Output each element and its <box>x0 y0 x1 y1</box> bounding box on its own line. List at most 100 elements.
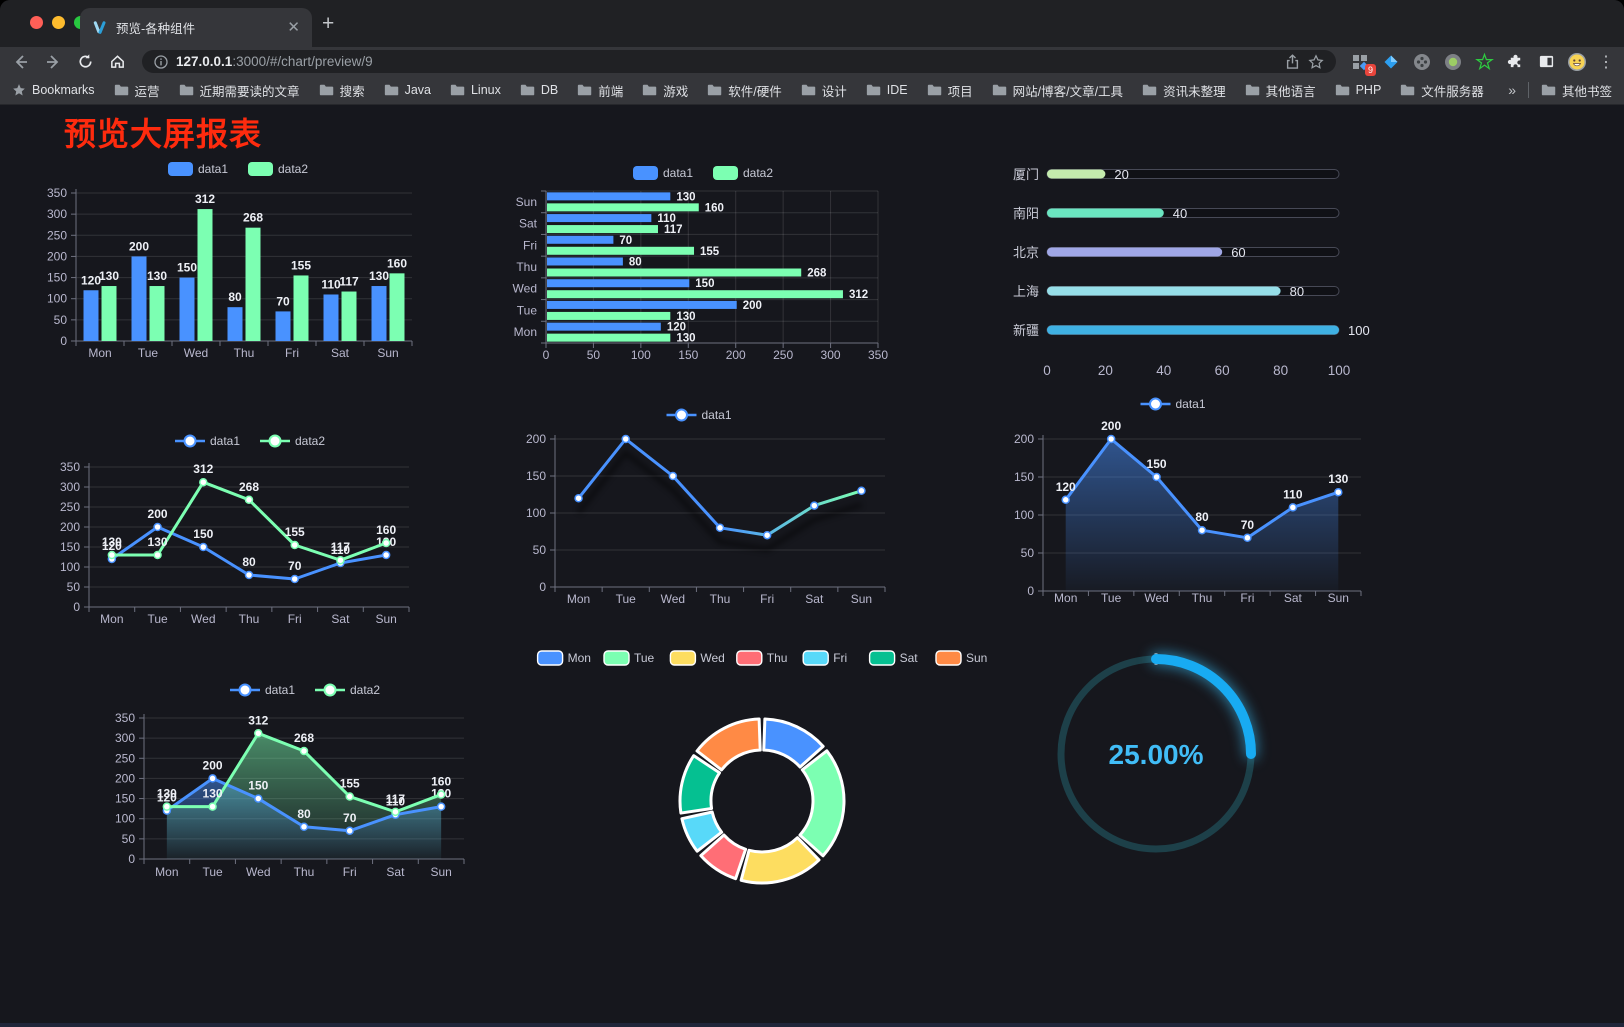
bookmark-folder[interactable]: IDE <box>866 83 908 97</box>
tab-close-button[interactable]: ✕ <box>287 19 300 36</box>
svg-text:Sat: Sat <box>331 612 350 626</box>
extension-green-star-icon[interactable] <box>1474 52 1494 72</box>
svg-text:40: 40 <box>1173 206 1187 221</box>
svg-text:Wed: Wed <box>1144 591 1168 605</box>
svg-text:80: 80 <box>228 290 242 304</box>
bookmark-folder[interactable]: 资讯未整理 <box>1142 81 1226 100</box>
bookmark-folder[interactable]: DB <box>520 83 558 97</box>
forward-button[interactable] <box>42 51 64 73</box>
bookmarks-right-group: » 其他书签 <box>1508 81 1612 100</box>
bookmark-folder[interactable]: 网站/博客/文章/工具 <box>992 81 1123 100</box>
reload-button[interactable] <box>74 51 96 73</box>
svg-text:0: 0 <box>543 348 550 362</box>
svg-text:117: 117 <box>664 224 683 236</box>
other-bookmarks-label: 其他书签 <box>1561 84 1612 99</box>
svg-text:50: 50 <box>1021 546 1035 560</box>
site-info-icon[interactable] <box>154 54 168 69</box>
bookmarks-overflow-button[interactable]: » <box>1508 82 1516 98</box>
svg-text:117: 117 <box>331 540 351 554</box>
bookmark-folder[interactable]: Java <box>384 83 431 97</box>
bookmark-label: 运营 <box>134 84 160 99</box>
address-bar[interactable]: 127.0.0.1:3000/#/chart/preview/9 <box>142 50 1336 73</box>
svg-text:100: 100 <box>1014 508 1034 522</box>
svg-text:0: 0 <box>73 600 80 614</box>
url-text[interactable]: 127.0.0.1:3000/#/chart/preview/9 <box>176 54 1277 69</box>
bookmark-folder[interactable]: 文件服务器 <box>1400 81 1484 100</box>
bookmark-folder[interactable]: Linux <box>450 83 501 97</box>
svg-text:130: 130 <box>203 787 223 801</box>
svg-text:200: 200 <box>203 758 223 772</box>
gradient-line-chart[interactable]: data1 0 50 100 150 200 Mon Tue Wed Thu Fri Sat Sun <box>505 399 886 614</box>
bookmark-label: Java <box>404 83 431 97</box>
browser-tab[interactable]: 预览-各种组件 ✕ <box>80 8 312 47</box>
svg-text:70: 70 <box>619 235 632 247</box>
extensions-puzzle-icon[interactable] <box>1505 52 1525 72</box>
extension-grid-icon[interactable]: 9 <box>1350 52 1376 76</box>
svg-text:117: 117 <box>386 792 406 806</box>
bookmark-folder[interactable]: 其他语言 <box>1245 81 1316 100</box>
svg-text:Thu: Thu <box>234 346 255 360</box>
menu-button[interactable]: ⋮ <box>1598 53 1614 71</box>
folder-icon <box>708 84 722 96</box>
extension-diamond-icon[interactable] <box>1381 52 1401 72</box>
svg-text:150: 150 <box>115 792 135 806</box>
home-button[interactable] <box>106 51 128 73</box>
svg-text:268: 268 <box>243 211 263 225</box>
bookmark-folder[interactable]: 近期需要读的文章 <box>179 81 300 100</box>
svg-text:70: 70 <box>276 294 290 308</box>
profile-avatar[interactable] <box>1567 52 1587 72</box>
window-bottom-edge <box>0 1023 1624 1027</box>
window-close-button[interactable] <box>30 16 43 29</box>
bookmark-folder[interactable]: PHP <box>1335 83 1381 97</box>
bar-chart[interactable]: data1 data2 0 50 100 150 200 250 300 350 Mon Tue Wed… <box>40 149 460 371</box>
svg-text:Tue: Tue <box>138 346 159 360</box>
donut-chart[interactable]: Mon Tue Wed Thu Fri Sat Sun <box>536 640 987 895</box>
bookmark-folder[interactable]: 软件/硬件 <box>707 81 782 100</box>
svg-text:100: 100 <box>115 812 135 826</box>
back-button[interactable] <box>10 51 32 73</box>
page-content: 预览大屏报表 data1 data2 0 50 100 150 200 250 300 350 Mo… <box>0 105 1624 1027</box>
svg-text:110: 110 <box>1283 487 1303 501</box>
svg-text:160: 160 <box>431 775 451 789</box>
area-chart[interactable]: data1 0 50 100 150 200 Mon Tue Wed Thu Fri Sat Sun 12… <box>983 388 1363 608</box>
svg-text:Tue: Tue <box>202 865 223 879</box>
svg-text:Sat: Sat <box>519 217 538 231</box>
svg-text:350: 350 <box>60 460 80 474</box>
progress-bar-chart[interactable]: 厦门 20 南阳 40 北京 60 上海 80 新疆 100 0 20 40 60 80 100 <box>985 155 1375 390</box>
extension-green-dot-icon[interactable] <box>1443 52 1463 72</box>
svg-text:155: 155 <box>700 246 720 258</box>
new-tab-button[interactable]: + <box>322 12 335 35</box>
window-minimize-button[interactable] <box>52 16 65 29</box>
bookmark-item-bookmarks[interactable]: Bookmarks <box>12 83 95 97</box>
bookmark-folder[interactable]: 游戏 <box>642 81 688 100</box>
share-icon[interactable] <box>1285 53 1300 70</box>
bookmark-label: 其他语言 <box>1265 84 1316 99</box>
svg-text:130: 130 <box>676 191 695 203</box>
svg-text:70: 70 <box>343 811 357 825</box>
bookmark-folder[interactable]: 运营 <box>114 81 160 100</box>
svg-text:Fri: Fri <box>288 612 302 626</box>
bookmark-folder[interactable]: 前端 <box>577 81 623 100</box>
sidebar-toggle-icon[interactable] <box>1536 52 1556 72</box>
bookmark-folder[interactable]: 搜索 <box>319 81 365 100</box>
svg-text:130: 130 <box>102 535 122 549</box>
svg-text:50: 50 <box>122 832 136 846</box>
svg-text:Mon: Mon <box>88 346 111 360</box>
svg-text:0: 0 <box>539 580 546 594</box>
bookmark-folder[interactable]: 设计 <box>801 81 847 100</box>
svg-text:50: 50 <box>54 313 68 327</box>
extension-gray-circle-icon[interactable] <box>1412 52 1432 72</box>
horizontal-bar-chart[interactable]: data1 data2 0 50 100 150 200 250 300 350 Sun 130 160… <box>500 151 892 373</box>
svg-text:200: 200 <box>726 348 746 362</box>
bookmark-folder[interactable]: 项目 <box>927 81 973 100</box>
bookmark-star-icon[interactable] <box>1308 53 1324 70</box>
svg-text:130: 130 <box>1328 472 1348 486</box>
svg-text:155: 155 <box>285 525 305 539</box>
ring-gauge-chart[interactable]: 25.00% <box>1040 635 1272 875</box>
double-area-chart[interactable]: data1 data2 0 50 100 150 200 250 300 350 Mon Tue Wed… <box>100 673 475 893</box>
line-chart[interactable]: data1 data2 0 50 100 150 200 250 300 350 Mon Tue Wed… <box>45 423 420 638</box>
other-bookmarks-button[interactable]: 其他书签 <box>1541 81 1612 100</box>
svg-text:Tue: Tue <box>616 592 637 606</box>
svg-text:130: 130 <box>369 269 389 283</box>
